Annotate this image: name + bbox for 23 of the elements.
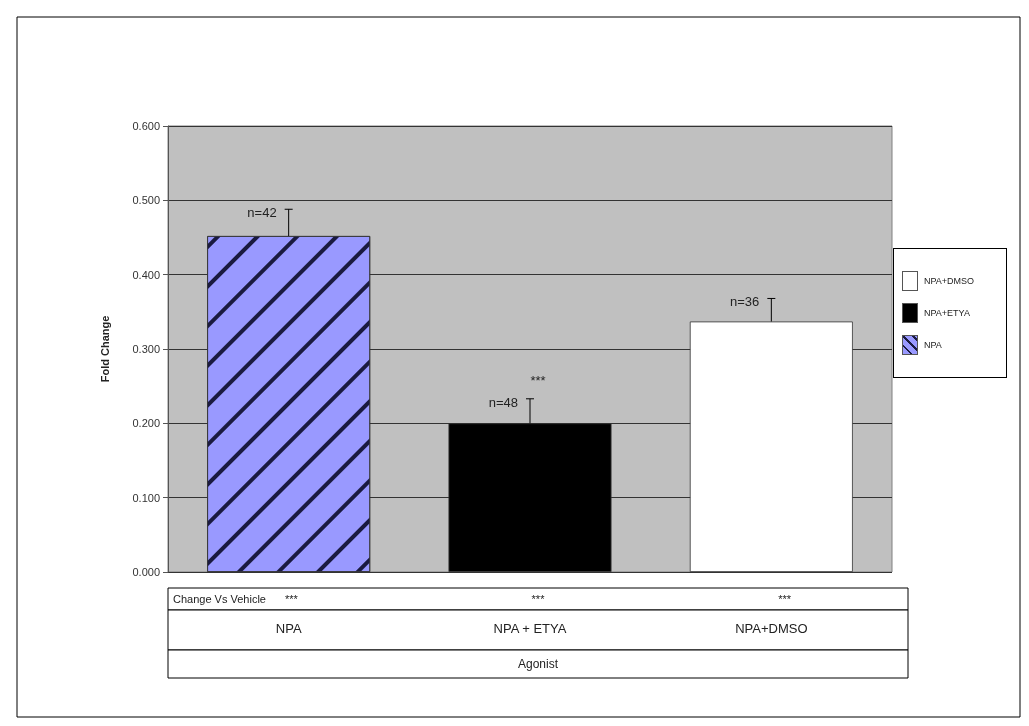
legend-label: NPA (924, 340, 942, 350)
text: *** (284, 593, 299, 605)
text: Change Vs Vehicle (173, 593, 266, 605)
legend-label: NPA+DMSO (924, 276, 975, 286)
annotation: n=48 (488, 394, 518, 410)
x-tick-label: NPA + ETYA (493, 621, 567, 636)
y-tick-label: 0.400 (132, 268, 160, 281)
y-tick-label: 0.300 (132, 343, 160, 355)
legend-label: NPA+ETYA (924, 308, 970, 318)
y-axis-title: Fold Change (98, 315, 111, 383)
annotation: *** (530, 372, 546, 388)
text: *** (778, 593, 792, 605)
annotation: n=42 (247, 205, 277, 221)
y-tick-label: 0.600 (132, 120, 160, 132)
y-tick-label: 0.200 (132, 417, 160, 430)
x-tick-label: NPA+DMSO (735, 621, 808, 636)
y-tick-label: 0.100 (132, 491, 160, 504)
x-tick-label: NPA (275, 621, 302, 636)
x-axis-title: Agonist (517, 657, 559, 671)
annotation: n=36 (730, 294, 760, 310)
y-tick-label: 0.500 (132, 194, 160, 207)
text: *** (531, 593, 546, 605)
y-tick-label: 0.000 (132, 566, 160, 578)
